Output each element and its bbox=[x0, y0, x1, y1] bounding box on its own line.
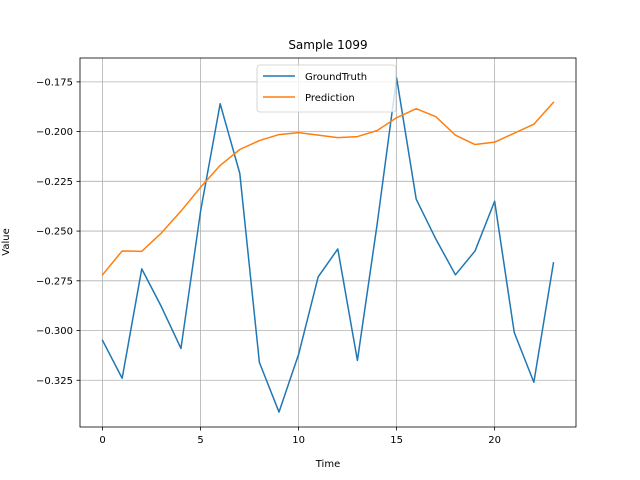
y-axis-label: Value bbox=[1, 228, 12, 255]
y-tick-label: −0.300 bbox=[36, 326, 73, 337]
x-tick-label: 0 bbox=[99, 435, 105, 446]
legend-label-groundtruth: GroundTruth bbox=[305, 72, 367, 83]
tick-layer: 0 5 10 15 20 −0.325 −0.300 −0.275 −0.250 −0.225 −0… bbox=[36, 77, 501, 446]
legend-label-prediction: Prediction bbox=[305, 93, 355, 104]
x-tick-label: 10 bbox=[292, 435, 305, 446]
y-tick-label: −0.250 bbox=[36, 227, 73, 238]
x-tick-label: 15 bbox=[390, 435, 403, 446]
plot-area bbox=[80, 58, 576, 427]
x-tick-label: 5 bbox=[197, 435, 203, 446]
chart-title: Sample 1099 bbox=[288, 38, 367, 52]
series-line-groundtruth bbox=[101, 77, 555, 413]
y-tick-label: −0.225 bbox=[36, 177, 73, 188]
series-layer bbox=[101, 77, 555, 413]
plot-frame bbox=[79, 57, 577, 428]
x-axis-label: Time bbox=[315, 459, 340, 470]
x-tick-label: 20 bbox=[488, 435, 501, 446]
y-tick-label: −0.200 bbox=[36, 127, 73, 138]
y-tick-label: −0.325 bbox=[36, 376, 73, 387]
series-line-prediction bbox=[101, 101, 555, 276]
legend: GroundTruth Prediction bbox=[256, 64, 397, 113]
y-tick-label: −0.275 bbox=[36, 276, 73, 287]
y-tick-label: −0.175 bbox=[36, 77, 73, 88]
